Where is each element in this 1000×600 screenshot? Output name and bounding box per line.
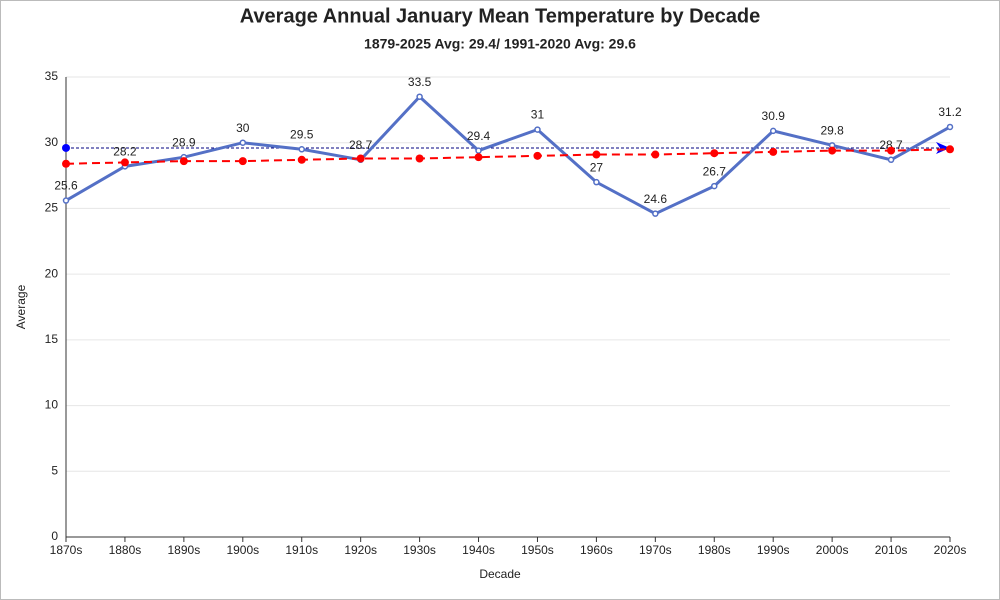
data-label: 26.7 xyxy=(703,164,727,178)
data-label: 30.9 xyxy=(762,109,786,123)
data-label: 31.2 xyxy=(938,105,962,119)
x-tick-label: 1870s xyxy=(50,543,83,557)
trend-point xyxy=(769,147,778,156)
x-tick-label: 1930s xyxy=(403,543,436,557)
y-tick-label: 25 xyxy=(45,201,59,215)
x-tick-label: 1880s xyxy=(109,543,142,557)
trend-point xyxy=(828,146,837,155)
data-label: 27 xyxy=(590,160,604,174)
reference-arrow xyxy=(936,141,950,154)
point xyxy=(239,139,247,146)
y-tick-label: 10 xyxy=(45,398,59,412)
reference-start xyxy=(62,143,70,152)
series-line xyxy=(65,94,951,216)
trend-point xyxy=(297,155,306,164)
point xyxy=(769,127,777,135)
trend-point xyxy=(946,145,954,154)
x-tick-label: 2000s xyxy=(816,543,849,557)
trend-point xyxy=(120,158,129,167)
data-label: 30 xyxy=(236,121,250,135)
y-tick-label: 0 xyxy=(51,529,58,543)
x-axis-label: Decade xyxy=(479,567,521,581)
x-tick-label: 1980s xyxy=(698,543,731,557)
data-label: 29.8 xyxy=(820,124,844,138)
x-tick-label: 1900s xyxy=(226,543,259,557)
point xyxy=(534,126,541,133)
trend-point xyxy=(62,159,70,168)
data-label: 29.4 xyxy=(467,129,491,143)
data-label: 28.9 xyxy=(172,135,196,149)
data-label: 28.7 xyxy=(349,138,373,152)
data-label: 24.6 xyxy=(644,192,668,206)
point xyxy=(652,210,659,217)
data-label: 28.2 xyxy=(113,145,137,159)
x-tick-label: 1920s xyxy=(344,543,377,557)
x-tick-label: 1910s xyxy=(285,543,318,557)
point xyxy=(887,156,895,164)
y-tick-label: 35 xyxy=(45,69,59,83)
trend-point xyxy=(533,151,542,160)
data-label: 31 xyxy=(531,108,545,122)
x-tick-label: 2020s xyxy=(934,543,967,557)
x-tick-label: 1940s xyxy=(462,543,495,557)
x-tick-label: 1890s xyxy=(168,543,201,557)
trend-point xyxy=(474,153,483,162)
trend-point xyxy=(592,150,601,159)
data-label: 29.5 xyxy=(290,127,314,141)
point xyxy=(62,197,70,204)
y-tick-label: 20 xyxy=(45,266,59,280)
trend-point xyxy=(415,154,424,163)
y-tick-label: 5 xyxy=(51,463,58,477)
trend-point xyxy=(238,157,247,166)
y-tick-label: 30 xyxy=(45,135,59,149)
data-label: 28.7 xyxy=(879,138,903,152)
data-label: 25.6 xyxy=(54,179,78,193)
trend-point xyxy=(356,154,365,163)
point xyxy=(946,123,954,131)
chart-title: Average Annual January Mean Temperature … xyxy=(240,5,761,27)
x-tick-label: 2010s xyxy=(875,543,908,557)
point xyxy=(711,182,718,190)
point xyxy=(593,178,600,186)
x-tick-label: 1970s xyxy=(639,543,672,557)
data-label: 33.5 xyxy=(408,75,432,89)
y-axis-label: Average xyxy=(14,284,28,329)
x-tick-label: 1990s xyxy=(757,543,790,557)
point xyxy=(298,146,305,153)
trend-point xyxy=(651,150,660,159)
trend-line xyxy=(65,148,951,165)
trend-point xyxy=(710,149,719,158)
trend-point xyxy=(179,157,188,166)
y-tick-label: 15 xyxy=(45,332,59,346)
point xyxy=(416,93,423,100)
x-tick-label: 1960s xyxy=(580,543,613,557)
point xyxy=(475,147,482,154)
trend-point xyxy=(887,146,896,155)
chart-subtitle: 1879-2025 Avg: 29.4/ 1991-2020 Avg: 29.6 xyxy=(364,36,636,52)
x-tick-label: 1950s xyxy=(521,543,554,557)
